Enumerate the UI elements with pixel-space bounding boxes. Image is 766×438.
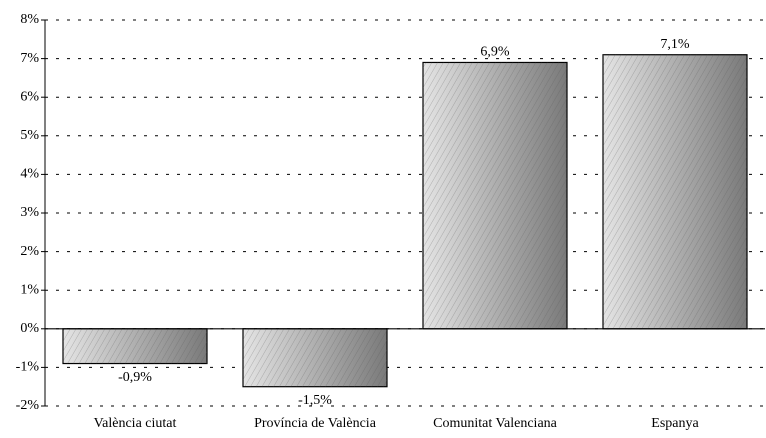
y-tick-label: 5% [20,128,39,143]
bar-hatch [63,328,207,364]
x-tick-label: Espanya [651,416,699,431]
y-tick-label: -1% [16,360,40,375]
x-tick-label: Comunitat Valenciana [433,416,558,431]
bar-hatch [603,54,747,329]
bar-hatch [423,62,567,329]
y-tick-label: 3% [20,205,39,220]
x-tick-label: Província de València [254,416,377,431]
y-tick-label: -2% [16,398,40,413]
y-tick-label: 6% [20,89,39,104]
value-label: -1,5% [298,393,332,408]
value-label: 7,1% [660,37,690,52]
y-tick-label: 7% [20,51,39,66]
value-label: -0,9% [118,370,152,385]
y-tick-label: 0% [20,321,39,336]
y-tick-label: 4% [20,167,39,182]
y-tick-label: 2% [20,244,39,259]
y-tick-label: 1% [20,282,39,297]
y-tick-label: 8% [20,12,39,27]
x-tick-label: València ciutat [94,416,177,431]
bar-hatch [243,328,387,387]
value-label: 6,9% [480,45,510,60]
